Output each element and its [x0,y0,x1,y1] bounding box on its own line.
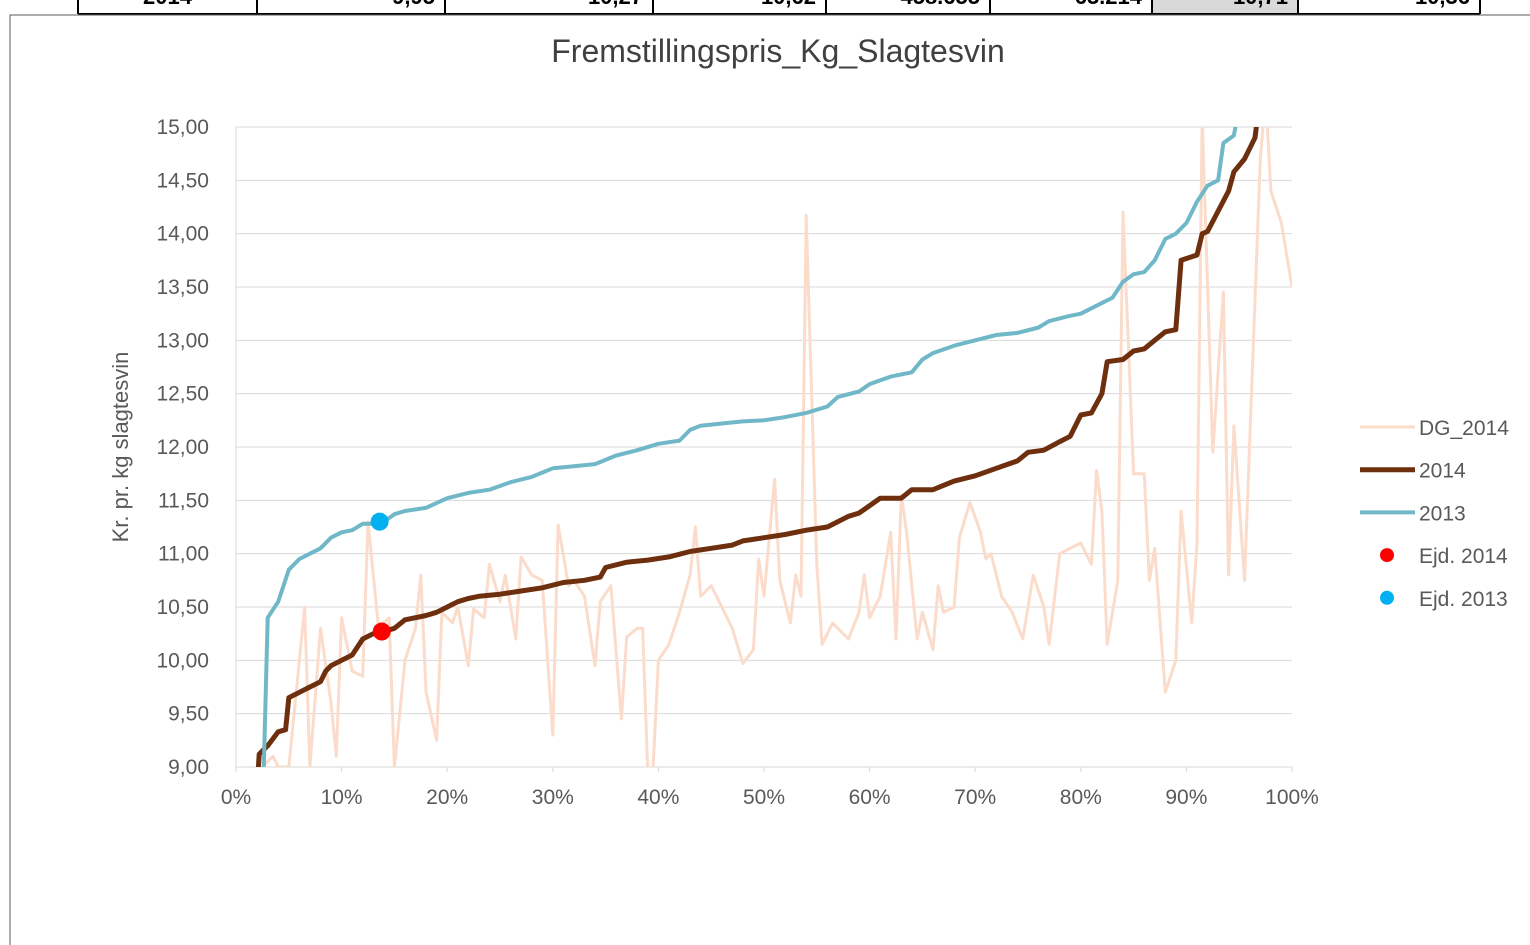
y-tick-label: 11,50 [158,489,209,512]
x-tick-label: 80% [1060,786,1102,809]
legend-label: Ejd. 2014 [1419,545,1508,568]
series-line [261,127,1292,767]
table-cell: 10,36 [1415,0,1470,9]
x-tick-label: 50% [743,786,785,809]
y-tick-label: 10,00 [156,649,209,672]
table-cell: 458.655 [900,0,980,9]
chart-frame [9,14,1530,945]
cell-highlight [1152,0,1298,13]
y-tick-label: 9,00 [168,756,209,779]
table-cell: 9,95 [392,0,435,9]
legend-label: Ejd. 2013 [1419,588,1508,611]
x-tick-label: 60% [849,786,891,809]
legend-label: 2013 [1419,502,1466,525]
y-tick-label: 11,00 [158,543,209,566]
x-tick-label: 90% [1165,786,1207,809]
table-row: 2014 9,95 10,27 10,62 458.655 63.214 10,71 10,3… [77,0,1481,15]
x-tick-label: 10% [321,786,363,809]
table-cell: 2014 [143,0,193,9]
plot-area [255,127,1292,767]
point-marker [372,622,391,641]
x-tick-label: 100% [1265,786,1319,809]
y-axis-label: Kr. pr. kg slagtesvin [108,352,133,543]
y-tick-label: 14,50 [156,169,209,192]
y-tick-label: 10,50 [156,596,209,619]
y-tick-label: 13,00 [156,329,209,352]
table-cell: 10,62 [761,0,816,9]
point-marker [370,512,389,531]
legend-label: DG_2014 [1419,417,1509,440]
x-tick-label: 0% [221,786,251,809]
y-tick-label: 12,00 [156,436,209,459]
y-tick-label: 9,50 [168,703,209,726]
series-line [255,127,1259,767]
x-tick-label: 40% [637,786,679,809]
y-tick-label: 13,50 [156,276,209,299]
x-tick-label: 30% [532,786,574,809]
series-line [261,127,1238,767]
x-tick-label: 20% [426,786,468,809]
x-tick-label: 70% [954,786,996,809]
table-cell: 63.214 [1075,0,1143,9]
legend-label: 2014 [1419,460,1466,483]
y-tick-label: 12,50 [156,383,209,406]
legend-swatch [1380,548,1394,563]
y-tick-label: 15,00 [156,116,209,139]
legend-swatch [1380,590,1394,605]
y-tick-label: 14,00 [156,223,209,246]
table-cell: 10,27 [588,0,643,9]
chart-title: Fremstillingspris_Kg_Slagtesvin [551,33,1005,69]
table-cell: 10,71 [1233,0,1288,9]
